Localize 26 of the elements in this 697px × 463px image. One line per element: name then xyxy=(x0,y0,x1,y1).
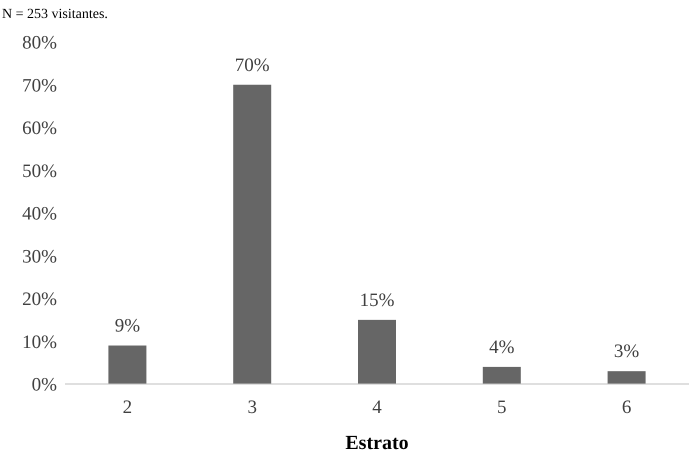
y-tick-label: 20% xyxy=(22,289,58,310)
y-tick-label: 70% xyxy=(22,75,58,96)
bar xyxy=(608,371,646,384)
x-tick-label: 6 xyxy=(622,397,632,418)
y-tick-label: 40% xyxy=(22,204,58,225)
text: N = 253 visitantes. xyxy=(2,7,108,22)
data-label: 70% xyxy=(234,54,270,76)
x-tick-label: 3 xyxy=(247,397,257,418)
data-label: 3% xyxy=(614,341,640,362)
data-label: 15% xyxy=(360,290,395,311)
bar xyxy=(233,84,272,384)
y-tick-label: 10% xyxy=(22,332,58,353)
y-tick-label: 0% xyxy=(32,374,58,396)
data-label: 4% xyxy=(489,336,515,358)
x-tick-label: 5 xyxy=(497,397,507,418)
bar xyxy=(482,366,521,384)
y-tick-label: 30% xyxy=(22,246,58,268)
bar xyxy=(358,320,396,384)
y-tick-label: 50% xyxy=(22,160,58,182)
x-tick-label: 4 xyxy=(372,397,382,418)
y-tick-label: 80% xyxy=(22,32,58,54)
x-axis-title: Estrato xyxy=(345,432,409,454)
x-tick-label: 2 xyxy=(122,397,132,418)
bar xyxy=(108,346,146,384)
y-tick-label: 60% xyxy=(22,118,58,140)
data-label: 9% xyxy=(114,316,140,337)
